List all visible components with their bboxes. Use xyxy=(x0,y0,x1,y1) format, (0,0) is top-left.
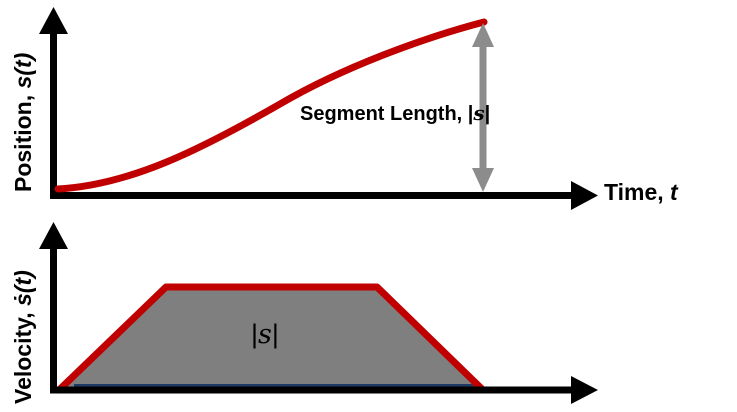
position-y-axis-label: Position, s(t) xyxy=(10,52,36,192)
position-plot-axes xyxy=(39,7,598,210)
position-y-axis-arrowhead-icon xyxy=(39,7,68,34)
velocity-y-axis-arrowhead-icon xyxy=(39,222,68,249)
position-y-axis-label-math: s(t) xyxy=(10,52,36,89)
segment-arrow-down-arrowhead-icon xyxy=(472,168,494,192)
velocity-x-axis-arrowhead-icon xyxy=(571,376,598,404)
position-y-axis-label-text: Position, xyxy=(10,88,36,192)
position-s-curve xyxy=(54,18,488,193)
velocity-y-axis-label-text: Velocity, xyxy=(10,305,36,404)
trapezoid-fill xyxy=(58,287,484,391)
velocity-trapezoid xyxy=(55,283,487,394)
segment-length-arrow xyxy=(472,23,494,192)
position-x-axis-arrowhead-icon xyxy=(571,181,598,210)
velocity-area-label: |s| xyxy=(251,319,279,350)
segment-arrow-up-arrowhead-icon xyxy=(472,23,494,47)
velocity-y-axis-label-math: ṡ(t) xyxy=(10,270,36,306)
time-axis-label-math: t xyxy=(670,179,678,205)
time-axis-label-text: Time, xyxy=(604,179,671,205)
velocity-area-label-bar-right: | xyxy=(271,319,279,349)
velocity-y-axis-label: Velocity, ṡ(t) xyxy=(10,270,36,404)
segment-length-annotation-suffix: | xyxy=(484,103,491,125)
velocity-plot-axes xyxy=(39,222,598,404)
time-axis-label: Time, t xyxy=(604,181,678,204)
segment-length-annotation: Segment Length, |s| xyxy=(300,101,490,126)
segment-length-annotation-symbol: s xyxy=(473,101,485,125)
velocity-area-label-bar-left: | xyxy=(251,319,259,349)
velocity-area-label-symbol: s xyxy=(258,319,272,350)
segment-length-annotation-text: Segment Length, | xyxy=(300,103,474,125)
trapezoid-outline xyxy=(55,283,487,394)
